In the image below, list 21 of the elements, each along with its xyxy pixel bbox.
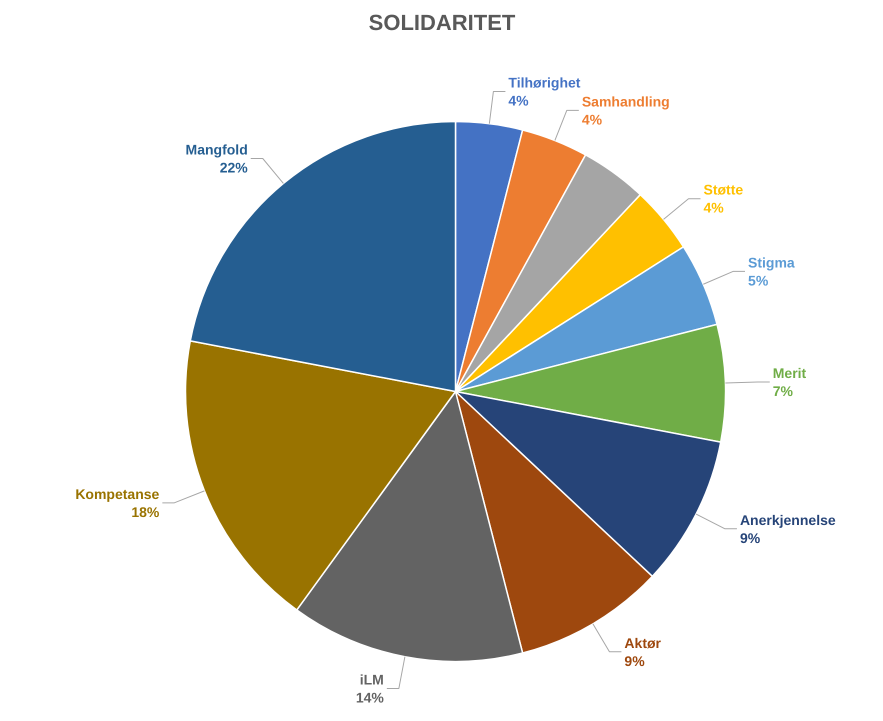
data-label: 7% <box>772 383 794 399</box>
data-label: 5% <box>748 272 769 288</box>
slice-label: Støtte <box>704 182 744 198</box>
data-label: 4% <box>704 200 724 216</box>
slice-label: Anerkjennelse <box>740 512 836 528</box>
data-label: 4% <box>508 92 530 108</box>
slice-label: Tilhørighet <box>508 74 581 90</box>
chart-title: SOLIDARITET <box>368 10 516 35</box>
data-label: 9% <box>624 652 646 669</box>
data-label: 14% <box>356 690 384 706</box>
slice-label: Merit <box>772 365 807 381</box>
slice-label: Kompetanse <box>75 486 160 502</box>
data-label: 18% <box>131 504 160 520</box>
data-label: 22% <box>220 159 248 176</box>
data-label: 4% <box>582 111 603 128</box>
slice-label: iLM <box>360 672 384 688</box>
slice-label: Stigma <box>748 254 795 270</box>
data-label: 9% <box>740 530 761 546</box>
slice-label: Mangfold <box>186 141 248 158</box>
slice-label: Samhandling <box>582 93 670 110</box>
slice-label: Aktør <box>624 634 662 651</box>
